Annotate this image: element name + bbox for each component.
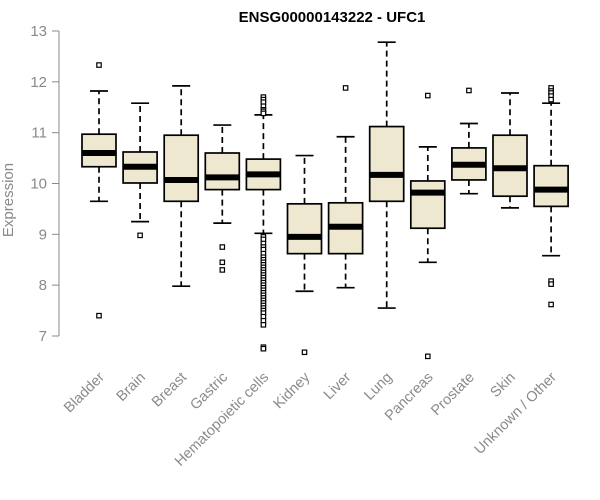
- outlier-point: [260, 322, 267, 328]
- box-bladder: [81, 62, 117, 319]
- iqr-box: [533, 164, 569, 208]
- box-prostate: [451, 87, 487, 195]
- box-unknown-other: [533, 85, 569, 308]
- outlier-point: [219, 244, 226, 250]
- y-tick-label: 9: [39, 226, 47, 243]
- category-label: Brain: [114, 370, 149, 405]
- outlier-point: [219, 267, 226, 273]
- outlier-point: [96, 62, 102, 68]
- category-label: Prostate: [428, 370, 477, 419]
- category-label: Bladder: [61, 369, 108, 416]
- iqr-box: [409, 180, 446, 230]
- box-skin: [492, 92, 528, 209]
- box-liver: [327, 85, 364, 289]
- box-kidney: [286, 154, 323, 356]
- box-pancreas: [409, 92, 446, 360]
- y-tick-label: 12: [30, 74, 47, 91]
- boxes-group: [81, 41, 569, 360]
- iqr-box: [163, 134, 200, 203]
- y-tick-label: 13: [30, 23, 47, 40]
- iqr-box: [368, 125, 405, 203]
- box-gastric: [204, 124, 241, 273]
- chart-title: ENSG00000143222 - UFC1: [239, 9, 426, 26]
- outlier-point: [466, 87, 472, 94]
- y-tick-label: 7: [39, 328, 47, 345]
- outlier-point: [219, 259, 226, 266]
- outlier-point: [425, 92, 431, 99]
- outlier-point: [342, 85, 349, 91]
- category-label: Lung: [361, 370, 395, 404]
- iqr-box: [204, 152, 241, 191]
- outlier-point: [548, 281, 554, 287]
- outlier-point: [548, 301, 554, 308]
- box-lung: [368, 41, 405, 309]
- y-axis: 7 8 9 10 11 12 13: [30, 23, 60, 345]
- outlier-point: [96, 312, 102, 319]
- outlier-point: [137, 232, 143, 239]
- outlier-point: [425, 353, 431, 360]
- category-label: Breast: [149, 370, 190, 411]
- outlier-point: [301, 349, 308, 356]
- y-tick-label: 10: [30, 176, 47, 193]
- iqr-box: [286, 202, 323, 255]
- category-label: Liver: [321, 369, 355, 403]
- box-hematopoietic-cells: [245, 94, 282, 352]
- category-label: Kidney: [271, 369, 314, 412]
- outlier-point: [260, 110, 267, 117]
- outlier-point: [548, 96, 554, 103]
- y-tick-label: 11: [31, 125, 47, 142]
- outlier-point: [260, 345, 267, 352]
- category-label: Skin: [488, 370, 519, 401]
- box-breast: [163, 85, 200, 288]
- box-brain: [122, 102, 158, 239]
- y-tick-label: 8: [39, 277, 47, 294]
- y-axis-label: Expression: [0, 163, 17, 237]
